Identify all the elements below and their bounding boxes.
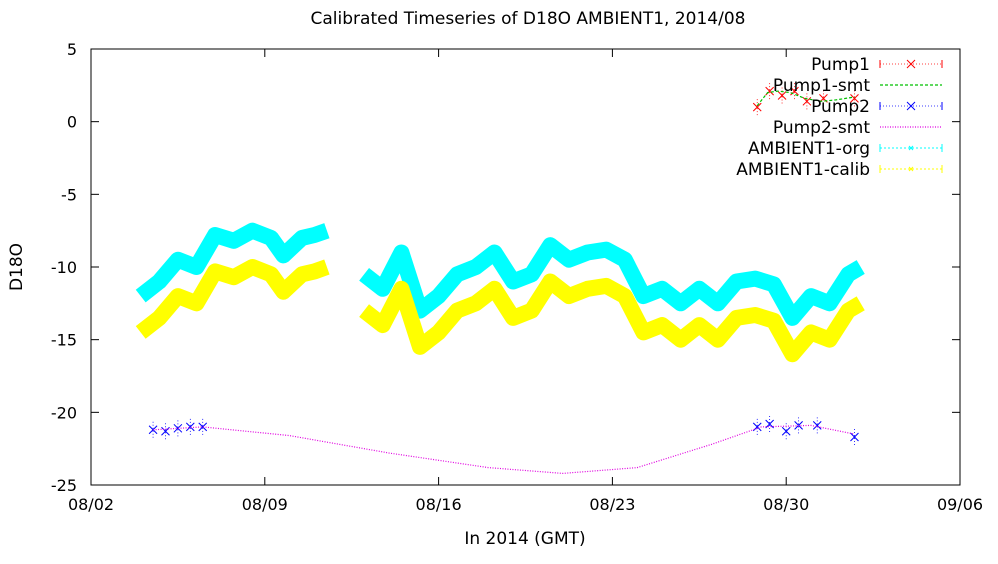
data-point-stroke xyxy=(198,422,208,432)
x-axis-label: In 2014 (GMT) xyxy=(464,529,585,549)
legend-marker-stroke xyxy=(908,145,914,151)
data-point xyxy=(198,422,208,432)
data-point-stroke xyxy=(812,421,822,430)
legend-marker xyxy=(906,59,916,69)
y-tick-label: -10 xyxy=(51,258,77,277)
x-tick-label: 08/30 xyxy=(763,495,809,514)
legend-label: Pump2 xyxy=(811,97,870,117)
data-point xyxy=(185,422,195,432)
data-point-stroke xyxy=(173,423,183,433)
series-pump2-smt xyxy=(153,424,855,475)
data-point-stroke xyxy=(802,96,812,106)
data-point-stroke xyxy=(850,432,859,442)
legend-marker-stroke xyxy=(906,59,916,69)
legend-marker-stroke xyxy=(908,166,914,172)
legend-label: Pump2-smt xyxy=(773,118,870,138)
x-tick-label: 08/02 xyxy=(68,495,114,514)
series-band xyxy=(135,222,330,303)
series-ambient1-calib xyxy=(135,259,865,363)
legend-label: AMBIENT1-org xyxy=(748,139,870,159)
data-point-stroke xyxy=(777,91,787,100)
series-pump2 xyxy=(148,415,859,446)
series-band xyxy=(359,273,865,363)
legend-entry: AMBIENT1-calib xyxy=(736,160,943,180)
chart-title: Calibrated Timeseries of D18O AMBIENT1, … xyxy=(311,9,746,29)
data-point xyxy=(812,421,822,430)
legend-entry: AMBIENT1-org xyxy=(748,139,943,159)
y-tick-label: 5 xyxy=(67,40,77,59)
data-point-stroke xyxy=(850,94,859,103)
legend-marker xyxy=(908,166,914,172)
series-band xyxy=(135,259,330,339)
data-point xyxy=(850,432,859,442)
x-tick-label: 08/16 xyxy=(416,495,462,514)
y-tick-label: 0 xyxy=(67,113,77,132)
plot-layer xyxy=(135,83,865,475)
x-tick-label: 09/06 xyxy=(937,495,983,514)
data-point xyxy=(752,422,762,432)
legend-label: Pump1 xyxy=(811,55,870,75)
data-point-stroke xyxy=(781,426,791,436)
y-axis-label: D18O xyxy=(7,243,27,291)
legend-label: AMBIENT1-calib xyxy=(736,160,870,180)
legend: Pump1Pump1-smtPump2Pump2-smtAMBIENT1-org… xyxy=(736,55,943,180)
legend-entry: Pump2 xyxy=(811,97,943,117)
series-band xyxy=(359,237,865,326)
y-tick-label: -20 xyxy=(51,403,77,422)
data-point xyxy=(781,426,791,436)
data-point xyxy=(777,91,787,100)
legend-marker xyxy=(908,145,914,151)
data-point xyxy=(850,94,859,103)
series-line xyxy=(153,424,855,475)
data-point-stroke xyxy=(765,419,775,429)
y-tick-label: -15 xyxy=(51,331,77,350)
data-point xyxy=(802,96,812,106)
series-line xyxy=(756,90,855,107)
data-point-stroke xyxy=(185,422,195,432)
x-tick-label: 08/23 xyxy=(589,495,635,514)
x-tick-label: 08/09 xyxy=(242,495,288,514)
data-point-stroke xyxy=(148,425,158,435)
legend-marker-stroke xyxy=(906,101,916,111)
data-point xyxy=(752,102,762,112)
legend-label: Pump1-smt xyxy=(773,76,870,96)
legend-marker xyxy=(906,101,916,111)
data-point xyxy=(148,425,158,435)
data-point xyxy=(765,419,775,429)
series-ambient1-org xyxy=(135,222,865,326)
data-point xyxy=(173,423,183,433)
data-point-stroke xyxy=(752,422,762,432)
data-point-stroke xyxy=(752,102,762,112)
legend-entry: Pump1-smt xyxy=(773,76,942,96)
y-tick-label: -5 xyxy=(61,185,77,204)
legend-entry: Pump1 xyxy=(811,55,943,75)
y-tick-label: -25 xyxy=(51,476,77,495)
series-pump1-smt xyxy=(756,90,855,107)
y-axis: 5 0 -5 -10 -15 -20 -25 xyxy=(51,40,960,495)
x-axis: 08/02 08/09 08/16 08/23 08/30 09/06 xyxy=(68,49,983,514)
legend-entry: Pump2-smt xyxy=(773,118,942,138)
